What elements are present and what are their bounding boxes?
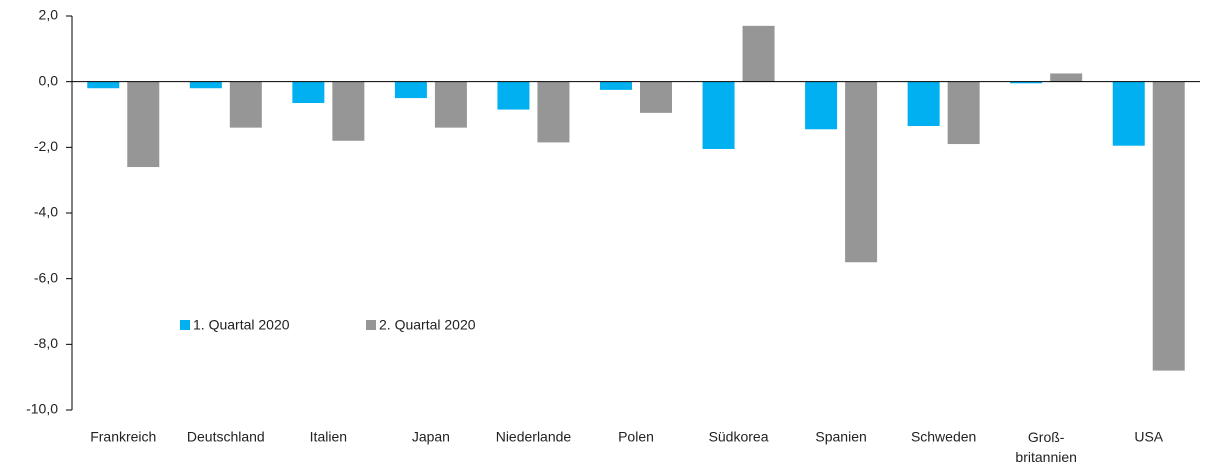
x-tick-label: Frankreich bbox=[90, 429, 156, 445]
bar bbox=[702, 81, 735, 149]
y-tick-label: -10,0 bbox=[26, 401, 58, 417]
bar bbox=[1010, 81, 1043, 84]
bar bbox=[805, 81, 838, 130]
bar bbox=[229, 81, 262, 128]
bar bbox=[600, 81, 632, 90]
y-tick-label: -8,0 bbox=[34, 335, 58, 351]
bar bbox=[497, 81, 530, 110]
bar bbox=[947, 81, 980, 145]
bar bbox=[87, 81, 120, 89]
y-tick-label: -2,0 bbox=[34, 138, 58, 154]
x-tick-label: Deutschland bbox=[187, 429, 265, 445]
bar bbox=[434, 81, 467, 128]
bar bbox=[332, 81, 365, 141]
y-tick-label: 2,0 bbox=[39, 7, 59, 23]
bar bbox=[1050, 73, 1083, 82]
x-tick-label: Schweden bbox=[911, 429, 976, 445]
bar bbox=[127, 81, 160, 168]
bar bbox=[189, 81, 222, 89]
bar bbox=[1112, 81, 1145, 146]
legend-swatch bbox=[366, 320, 376, 330]
bar bbox=[537, 81, 570, 143]
x-tick-label: Italien bbox=[310, 429, 347, 445]
bar bbox=[292, 81, 325, 104]
x-tick-label: Groß-britannien bbox=[1015, 429, 1077, 465]
y-tick-label: 0,0 bbox=[39, 72, 59, 88]
bar bbox=[394, 81, 427, 99]
bar bbox=[907, 81, 940, 126]
y-tick-label: -4,0 bbox=[34, 204, 58, 220]
x-tick-label: Polen bbox=[618, 429, 654, 445]
x-tick-label: Spanien bbox=[815, 429, 866, 445]
bar bbox=[640, 81, 672, 113]
x-tick-label: Japan bbox=[412, 429, 450, 445]
legend-label: 1. Quartal 2020 bbox=[193, 317, 290, 333]
bar bbox=[742, 25, 775, 82]
x-tick-label: Niederlande bbox=[496, 429, 572, 445]
y-tick-label: -6,0 bbox=[34, 269, 58, 285]
x-tick-label: USA bbox=[1134, 429, 1163, 445]
legend-label: 2. Quartal 2020 bbox=[379, 317, 476, 333]
x-tick-label: Südkorea bbox=[709, 429, 769, 445]
bar bbox=[1152, 81, 1185, 371]
legend-swatch bbox=[180, 320, 190, 330]
bar bbox=[845, 81, 878, 263]
